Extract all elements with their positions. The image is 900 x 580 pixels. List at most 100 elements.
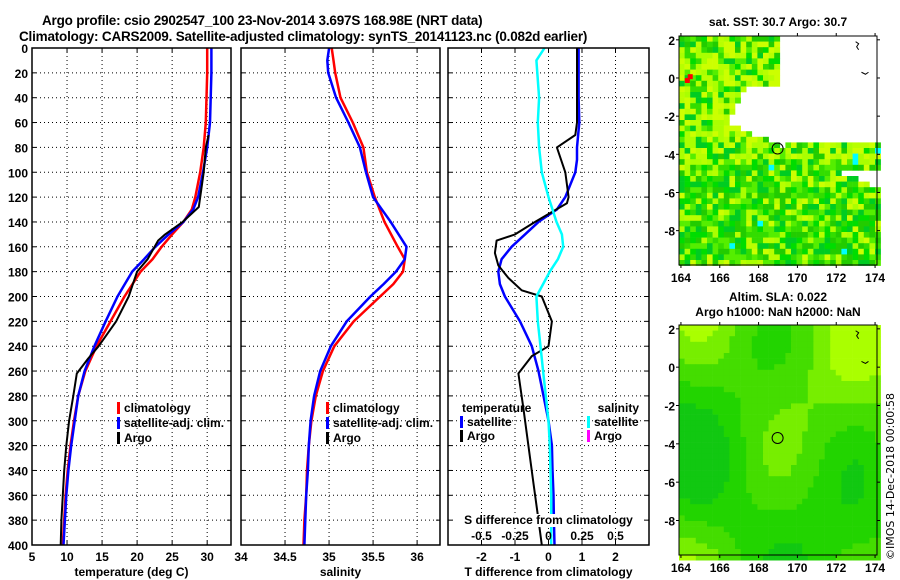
legend-swatch-s-satellite — [587, 416, 590, 428]
panel-temperature-profile — [31, 47, 232, 546]
y-tick-label: 300 — [8, 415, 28, 429]
axes-frame — [240, 47, 441, 546]
map-y-tick-label: -2 — [664, 110, 675, 124]
legend-swatch-climatology — [326, 402, 329, 414]
y-tick-label: 380 — [8, 514, 28, 528]
map-y-tick-label: -2 — [664, 400, 675, 414]
x-axis-label: T difference from climatology — [464, 565, 632, 579]
x-tick-label: 36 — [410, 550, 424, 564]
y-tick-label: 400 — [8, 539, 28, 553]
legend-label-s-satellite: satellite — [594, 415, 639, 429]
x-tick-label: 30 — [200, 550, 214, 564]
legend-swatch-climatology — [117, 402, 120, 414]
legend-swatch-satellite — [326, 417, 329, 429]
map-x-tick-label: 170 — [787, 271, 807, 285]
island-outline — [861, 360, 869, 364]
map-x-tick-label: 172 — [826, 561, 846, 575]
hot-pixel — [684, 77, 690, 83]
x-axis-label: temperature (deg C) — [74, 565, 188, 579]
legend-swatch-argo — [117, 432, 120, 444]
secondary-x-tick-label: 0.25 — [570, 529, 594, 543]
map-cells — [679, 325, 881, 561]
argo-location-marker — [771, 432, 784, 445]
secondary-x-tick-label: -0.5 — [471, 529, 492, 543]
figure-title-line1: Argo profile: csio 2902547_100 23-Nov-20… — [42, 13, 483, 28]
y-tick-label: 140 — [8, 216, 28, 230]
map-sst-map — [676, 33, 881, 268]
sst-map-title: sat. SST: 30.7 Argo: 30.7 — [709, 15, 848, 29]
island-outline — [855, 41, 860, 51]
map-x-tick-label: 164 — [671, 561, 691, 575]
y-tick-label: 180 — [8, 266, 28, 280]
legend-swatch-s-argo — [587, 430, 590, 442]
x-tick-label: 0 — [545, 550, 552, 564]
legend-label-climatology: climatology — [124, 401, 191, 415]
map-x-tick-label: 172 — [826, 271, 846, 285]
y-tick-label: 220 — [8, 315, 28, 329]
map-x-tick-label: 174 — [865, 561, 885, 575]
series-salinity-satellite — [535, 47, 565, 545]
map-x-tick-label: 174 — [865, 271, 885, 285]
legend-label-satellite: satellite-adj. clim. — [124, 416, 224, 430]
map-x-tick-label: 166 — [710, 561, 730, 575]
map-y-tick-label: -8 — [664, 225, 675, 239]
map-cells — [679, 36, 881, 266]
series-satellite-adj-clim- — [303, 47, 408, 546]
x-tick-label: 15 — [95, 550, 109, 564]
series-temperature-satellite — [497, 48, 581, 546]
sla-map-title: Altim. SLA: 0.022 — [729, 290, 827, 304]
map-x-tick-label: 164 — [671, 271, 691, 285]
series-temperature-argo — [493, 48, 578, 546]
figure-title-line2: Climatology: CARS2009. Satellite-adjuste… — [19, 29, 588, 44]
legend-label-t-argo: Argo — [467, 429, 495, 443]
map-y-tick-label: -6 — [664, 186, 675, 200]
secondary-x-tick-label: 0.5 — [607, 529, 624, 543]
y-tick-label: 200 — [8, 291, 28, 305]
series-argo — [59, 134, 210, 546]
x-tick-label: 35 — [322, 550, 336, 564]
y-tick-label: 20 — [15, 67, 29, 81]
x-tick-label: 34.5 — [273, 550, 297, 564]
map-sla-map — [676, 322, 881, 561]
x-tick-label: 34 — [234, 550, 248, 564]
map-x-tick-label: 168 — [749, 271, 769, 285]
secondary-axis-label-bg — [455, 514, 641, 527]
legend-label-argo: Argo — [124, 431, 152, 445]
secondary-x-tick-label: -0.25 — [501, 529, 529, 543]
y-tick-label: 100 — [8, 166, 28, 180]
y-tick-label: 240 — [8, 340, 28, 354]
x-tick-label: 5 — [29, 550, 36, 564]
legend-label-argo: Argo — [333, 431, 361, 445]
map-frame — [678, 35, 878, 266]
y-tick-label: 120 — [8, 191, 28, 205]
secondary-x-axis-label: S difference from climatology — [464, 513, 633, 527]
y-tick-label: 280 — [8, 390, 28, 404]
legend-label-s-argo: Argo — [594, 429, 622, 443]
x-tick-label: 1 — [579, 550, 586, 564]
y-tick-label: 340 — [8, 464, 28, 478]
x-tick-label: 20 — [130, 550, 144, 564]
hot-pixel — [687, 74, 693, 80]
map-y-tick-label: 0 — [668, 72, 675, 86]
map-y-tick-label: 2 — [668, 34, 675, 48]
axes-frame — [31, 47, 232, 546]
x-tick-label: 10 — [60, 550, 74, 564]
legend-label-t-satellite: satellite — [467, 415, 512, 429]
x-tick-label: 35.5 — [361, 550, 385, 564]
x-tick-label: -1 — [510, 550, 521, 564]
map-x-tick-label: 166 — [710, 271, 730, 285]
legend-header-temperature: temperature — [462, 401, 532, 415]
argo-location-marker — [771, 142, 784, 155]
legend-header-salinity: salinity — [598, 401, 640, 415]
sla-map-subtitle: Argo h1000: NaN h2000: NaN — [695, 305, 860, 319]
legend-swatch-t-argo — [460, 430, 463, 442]
y-tick-label: 260 — [8, 365, 28, 379]
legend-swatch-t-satellite — [460, 416, 463, 428]
secondary-x-tick-label: 0 — [545, 529, 552, 543]
x-axis-label: salinity — [320, 565, 362, 579]
panel-salinity-profile — [240, 47, 441, 546]
map-y-tick-label: -4 — [664, 438, 675, 452]
x-tick-label: -2 — [476, 550, 487, 564]
y-tick-label: 60 — [15, 117, 29, 131]
